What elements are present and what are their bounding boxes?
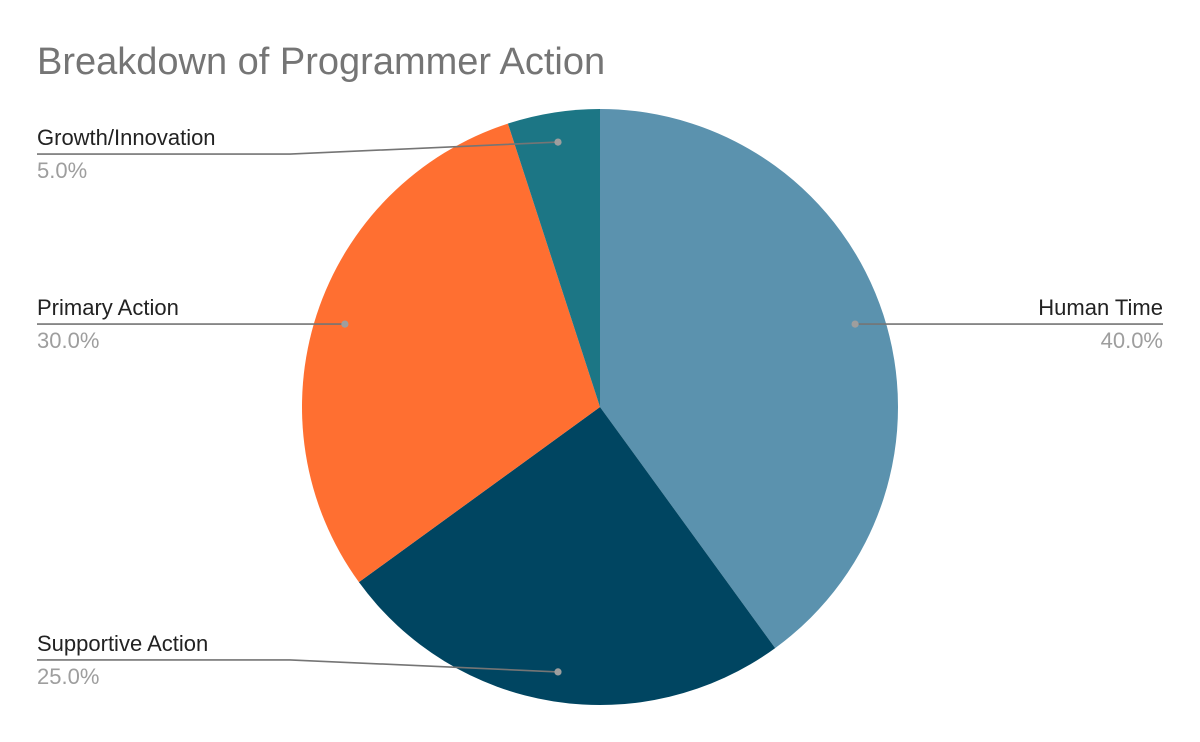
pie-slices (301, 109, 899, 706)
slice-name-growth-innovation: Growth/Innovation (37, 125, 216, 150)
leader-dot-growth-innovation (554, 138, 562, 146)
pie-slice-supportive-action (358, 407, 776, 706)
leader-line-growth-innovation (37, 141, 559, 155)
slice-name-primary-action: Primary Action (37, 295, 179, 320)
slice-name-human-time: Human Time (1038, 295, 1163, 320)
slice-percent-supportive-action: 25.0% (37, 664, 99, 689)
slice-percent-growth-innovation: 5.0% (37, 158, 87, 183)
slice-name-supportive-action: Supportive Action (37, 631, 208, 656)
pie-slice-human-time (600, 109, 899, 649)
pie-slice-growth-innovation (507, 109, 600, 407)
leader-dot-human-time (851, 320, 859, 328)
slice-labels: Human Time 40.0% Supportive Action 25.0% Pri… (37, 125, 1163, 689)
chart-title: Breakdown of Programmer Action (37, 41, 605, 83)
leader-dot-supportive-action (554, 668, 562, 676)
slice-percent-primary-action: 30.0% (37, 328, 99, 353)
slice-percent-human-time: 40.0% (1101, 328, 1163, 353)
pie-slice-primary-action (301, 123, 600, 583)
leader-dot-primary-action (341, 320, 349, 328)
leader-line-supportive-action (37, 659, 559, 673)
